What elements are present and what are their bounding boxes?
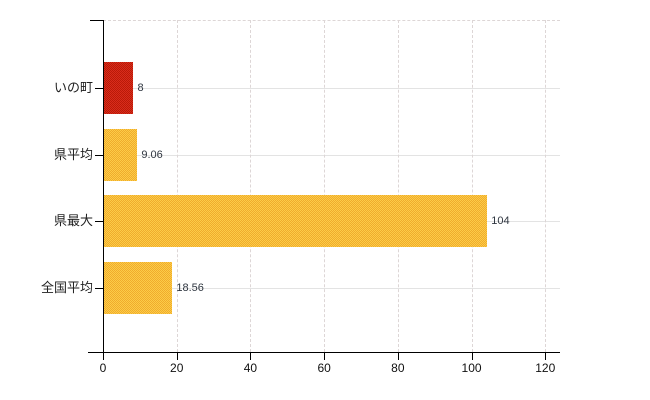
- vertical-gridline: [471, 20, 473, 352]
- x-axis-tick-label: 80: [391, 361, 405, 375]
- category-label: 県平均: [53, 146, 93, 162]
- vertical-gridline: [545, 20, 547, 352]
- vertical-gridline: [250, 20, 252, 352]
- horizontal-gridline: [103, 287, 560, 289]
- x-axis-tick-label: 60: [317, 361, 331, 375]
- x-axis-tick-label: 120: [535, 361, 556, 375]
- bar-value-label: 8: [137, 82, 144, 94]
- bar: [104, 261, 173, 314]
- vertical-gridline: [324, 20, 326, 352]
- y-axis-tick: [95, 221, 103, 222]
- x-axis-tick-label: 20: [170, 361, 184, 375]
- x-axis-tick: [250, 353, 252, 360]
- x-axis-tick: [471, 353, 473, 360]
- x-axis: [88, 352, 560, 353]
- horizontal-gridline: [103, 154, 560, 156]
- vertical-gridline: [176, 20, 178, 352]
- plot-top-border: [103, 20, 560, 21]
- x-axis-tick-label: 100: [461, 361, 482, 375]
- bar-value-label: 18.56: [176, 281, 204, 294]
- x-axis-tick: [103, 353, 104, 360]
- horizontal-gridline: [103, 88, 560, 89]
- category-label: 全国平均: [40, 279, 93, 295]
- bar: [104, 128, 138, 181]
- bar-value-label: 104: [491, 215, 510, 227]
- bar: [104, 195, 488, 247]
- x-axis-tick-label: 40: [243, 361, 258, 375]
- x-axis-tick: [397, 353, 399, 360]
- plot-area: 8 9.06 104 18.56: [103, 20, 560, 352]
- x-axis-tick-label: 0: [99, 361, 107, 375]
- x-axis-tick: [545, 353, 547, 360]
- y-axis-tick: [95, 88, 103, 89]
- y-axis: [103, 20, 104, 358]
- bar-value-label: 9.06: [141, 148, 163, 161]
- x-axis-tick: [176, 353, 178, 360]
- category-label: 県最大: [53, 213, 93, 228]
- y-axis-tick: [95, 287, 103, 289]
- x-axis-tick: [324, 353, 326, 360]
- vertical-gridline: [397, 20, 399, 352]
- bar: [104, 62, 134, 114]
- y-axis-top-tick: [90, 20, 103, 21]
- y-axis-tick: [95, 154, 103, 156]
- category-label: いの町: [53, 80, 93, 95]
